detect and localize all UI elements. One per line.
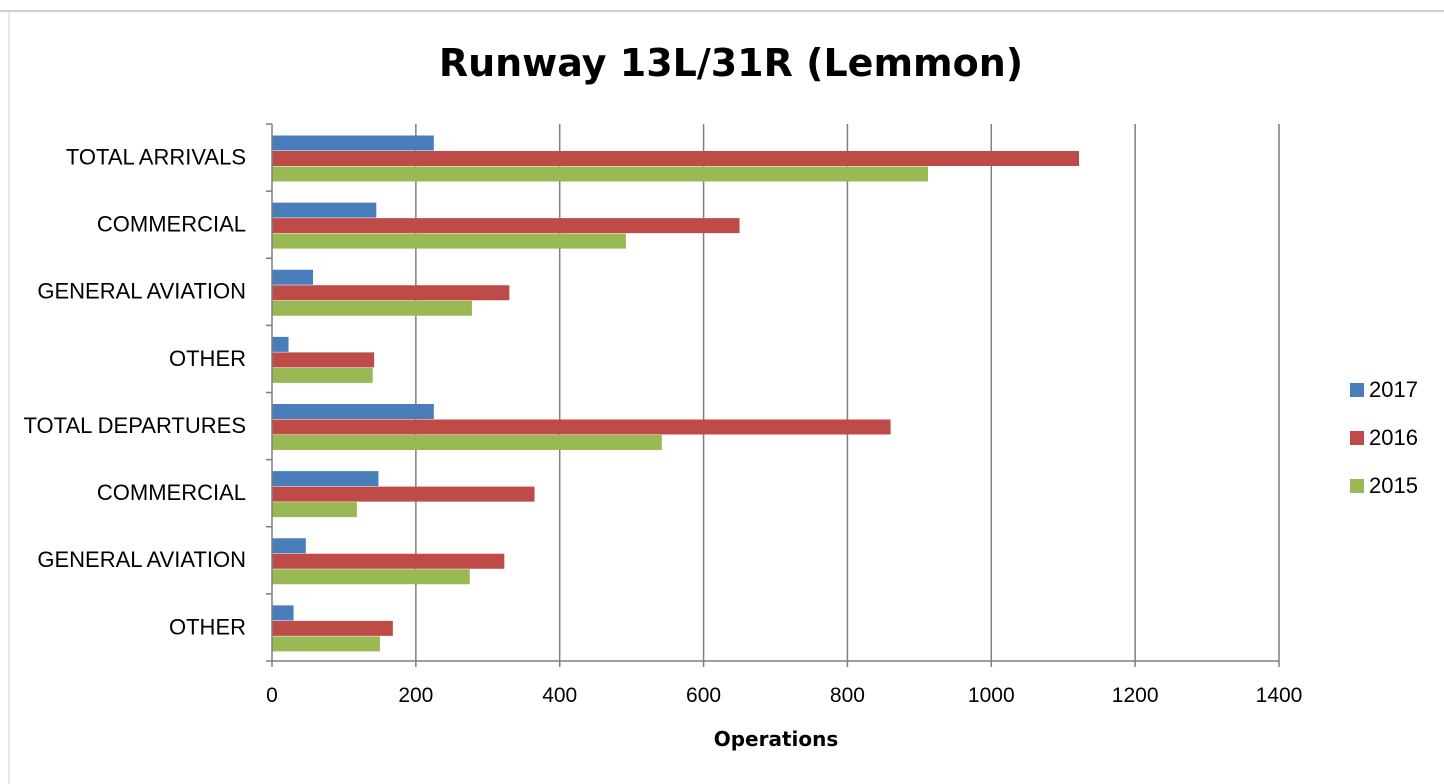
category-label-7: GENERAL AVIATION — [37, 547, 246, 572]
bar-2016-4 — [272, 352, 375, 368]
bar-2017-8 — [272, 605, 294, 621]
category-label-6: COMMERCIAL — [97, 480, 246, 505]
bar-2016-7 — [272, 553, 505, 569]
bar-2015-3 — [272, 300, 472, 316]
x-tick-label-400: 400 — [542, 684, 577, 707]
bar-2015-4 — [272, 367, 373, 383]
legend-swatch-2016 — [1350, 431, 1364, 445]
x-tick-label-0: 0 — [266, 684, 278, 707]
x-tick-label-800: 800 — [830, 684, 865, 707]
chart-title: Runway 13L/31R (Lemmon) — [439, 41, 1023, 85]
bar-2017-2 — [272, 202, 377, 218]
bar-2016-2 — [272, 218, 740, 234]
x-tick-label-200: 200 — [398, 684, 433, 707]
category-label-3: GENERAL AVIATION — [37, 279, 246, 304]
bar-2015-8 — [272, 636, 380, 652]
legend: 2017 2016 2015 — [1350, 377, 1418, 498]
category-label-5: TOTAL DEPARTURES — [24, 413, 247, 438]
bar-2016-1 — [272, 151, 1080, 166]
bar-2015-5 — [272, 435, 662, 450]
legend-label-2016: 2016 — [1369, 425, 1418, 450]
bar-2016-5 — [272, 419, 891, 435]
bar-2016-8 — [272, 620, 393, 636]
category-label-4: OTHER — [169, 346, 246, 371]
legend-label-2015: 2015 — [1369, 473, 1418, 498]
category-label-8: OTHER — [169, 614, 246, 639]
bar-2015-6 — [272, 502, 357, 518]
category-labels: TOTAL ARRIVALS COMMERCIAL GENERAL AVIATION… — [24, 144, 247, 639]
gridlines — [415, 124, 1280, 661]
x-tick-label-1200: 1200 — [1112, 684, 1159, 707]
axes — [266, 123, 1280, 667]
x-axis-title: Operations — [714, 727, 839, 751]
legend-swatch-2015 — [1350, 479, 1364, 493]
bars — [272, 135, 1080, 652]
bar-2016-3 — [272, 285, 510, 301]
bar-2017-4 — [272, 336, 289, 352]
category-label-2: COMMERCIAL — [97, 212, 246, 237]
bar-2017-1 — [272, 135, 434, 151]
bar-2017-5 — [272, 404, 434, 419]
bar-2017-3 — [272, 269, 313, 285]
legend-label-2017: 2017 — [1369, 377, 1418, 402]
legend-swatch-2017 — [1350, 383, 1364, 397]
bar-2017-7 — [272, 538, 306, 554]
bar-2017-6 — [272, 471, 379, 487]
x-tick-labels: 0 200 400 600 800 1000 1200 1400 — [266, 684, 1302, 707]
bar-2015-1 — [272, 166, 928, 182]
x-tick-label-1000: 1000 — [968, 684, 1015, 707]
bar-2015-2 — [272, 233, 626, 249]
x-tick-label-600: 600 — [686, 684, 721, 707]
category-label-1: TOTAL ARRIVALS — [66, 144, 246, 169]
bar-2016-6 — [272, 486, 535, 502]
x-tick-label-1400: 1400 — [1256, 684, 1303, 707]
bar-2015-7 — [272, 569, 470, 585]
